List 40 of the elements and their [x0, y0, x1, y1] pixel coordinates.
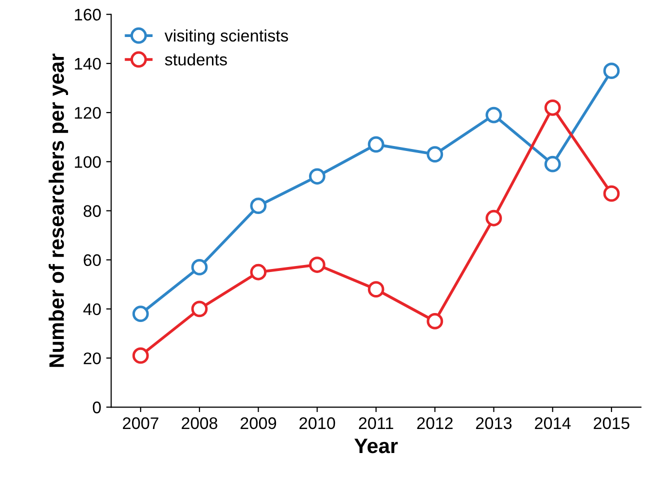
point [191, 259, 208, 276]
x-tick-label: 2014 [534, 417, 571, 430]
y-axis-title: Number of researchers per year [48, 54, 68, 367]
y-tick-label: 20 [84, 352, 101, 364]
x-tick-label: 2007 [122, 417, 158, 430]
x-tick-label: 2010 [299, 417, 336, 430]
point [603, 62, 620, 80]
legend-label: visiting scientists [164, 29, 288, 45]
point [368, 136, 384, 153]
point [486, 106, 502, 124]
x-tick-label: 2009 [240, 417, 276, 430]
point [544, 156, 561, 172]
y-tick-label: 120 [74, 106, 101, 119]
y-tick-label: 80 [84, 205, 101, 217]
point [603, 185, 620, 202]
x-tick-label: 2012 [417, 417, 453, 430]
x-tick-label: 2011 [358, 417, 394, 430]
x-tick-label: 2008 [182, 417, 218, 430]
y-tick-label: 60 [84, 254, 101, 266]
legend-label: students [164, 53, 227, 66]
point [250, 198, 267, 214]
point [132, 347, 149, 364]
y-tick-label: 160 [74, 8, 101, 21]
point [308, 168, 326, 185]
y-tick-label: 40 [83, 303, 101, 316]
point [426, 313, 444, 330]
point [426, 146, 444, 162]
point [544, 99, 561, 116]
x-tick-label: 2013 [476, 417, 512, 430]
point [191, 300, 208, 318]
x-axis-title: Year [354, 438, 398, 454]
y-tick-label: 140 [74, 58, 101, 70]
point [368, 281, 384, 298]
point [250, 264, 267, 280]
x-tick-label: 2015 [594, 417, 630, 430]
y-tick-label: 100 [74, 156, 101, 168]
point [132, 306, 149, 322]
point [308, 256, 326, 273]
point [486, 210, 502, 226]
y-tick-label: 0 [92, 402, 101, 414]
